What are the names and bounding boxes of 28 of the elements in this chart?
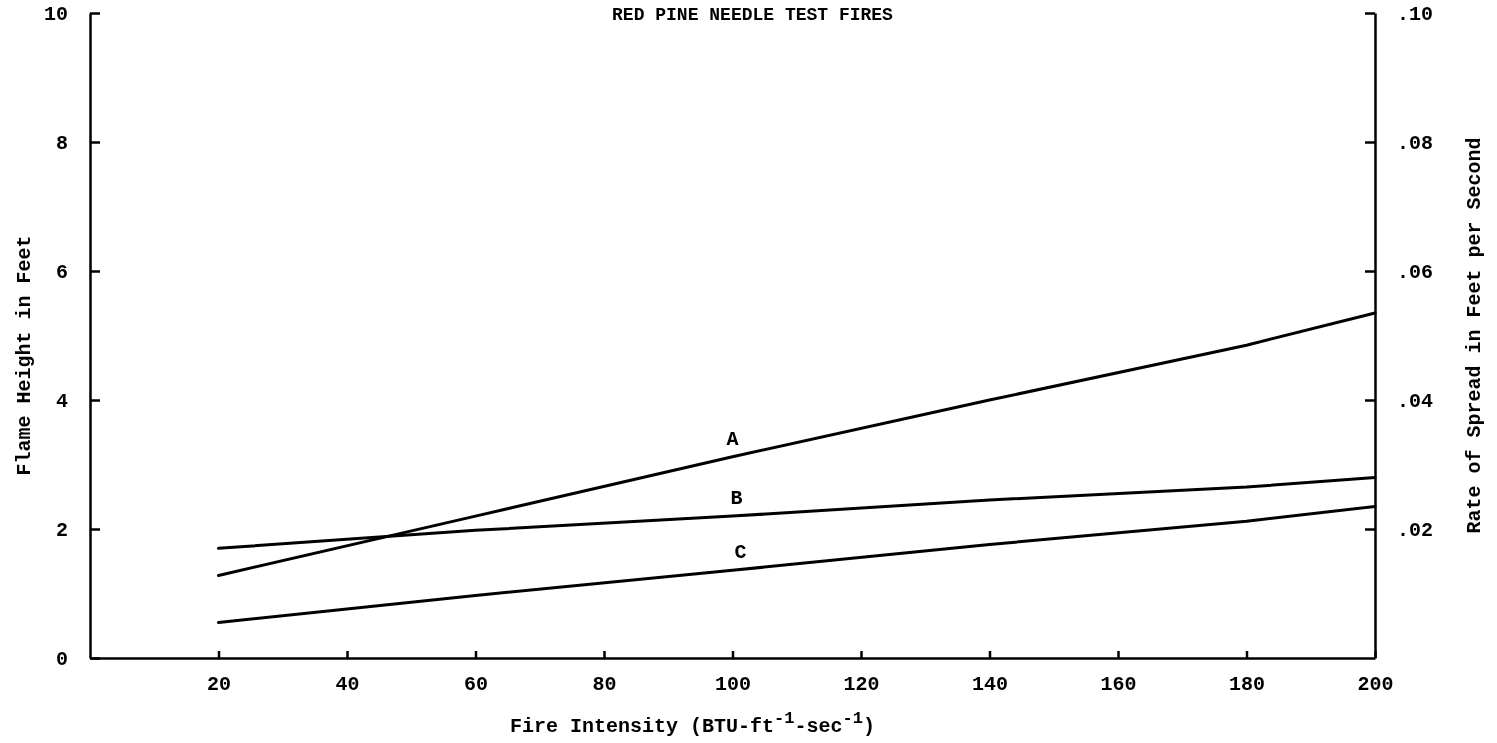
series-label: C: [734, 541, 747, 565]
y-tick-label: 4: [55, 389, 68, 413]
x-tick-label: 80: [592, 673, 617, 697]
chart-title: RED PINE NEEDLE TEST FIRES: [612, 5, 894, 25]
x-tick-label: 140: [971, 673, 1009, 697]
y2-tick-label: .08: [1397, 131, 1434, 155]
x-tick-label: 20: [206, 673, 232, 697]
y-axis-title: Flame Height in Feet: [13, 235, 36, 476]
y-tick-label: 2: [55, 518, 68, 542]
y2-tick-label: .02: [1397, 518, 1434, 542]
x-axis-title: Fire Intensity (BTU-ft$^{-1}$-sec$^{-1}$): [510, 708, 875, 738]
x-tick-label: 60: [463, 673, 489, 697]
y2-tick-label: .10: [1397, 2, 1434, 26]
y-tick-label: 8: [55, 131, 68, 155]
x-tick-label: 40: [335, 673, 360, 697]
y2-tick-label: .04: [1397, 389, 1434, 413]
y2-axis-title: Rate of Spread in Feet per Second: [1463, 137, 1486, 534]
y-tick-label: 10: [43, 2, 68, 26]
series-label: B: [730, 487, 743, 511]
y-tick-label: 0: [55, 647, 68, 671]
x-tick-label: 160: [1100, 673, 1137, 697]
x-tick-label: 120: [843, 673, 880, 697]
x-tick-label: 100: [714, 673, 752, 697]
series-label: A: [726, 427, 739, 451]
x-tick-label: 180: [1228, 673, 1266, 697]
x-tick-label: 200: [1357, 673, 1394, 697]
y2-tick-label: .06: [1397, 260, 1434, 284]
y-tick-label: 6: [55, 260, 68, 284]
